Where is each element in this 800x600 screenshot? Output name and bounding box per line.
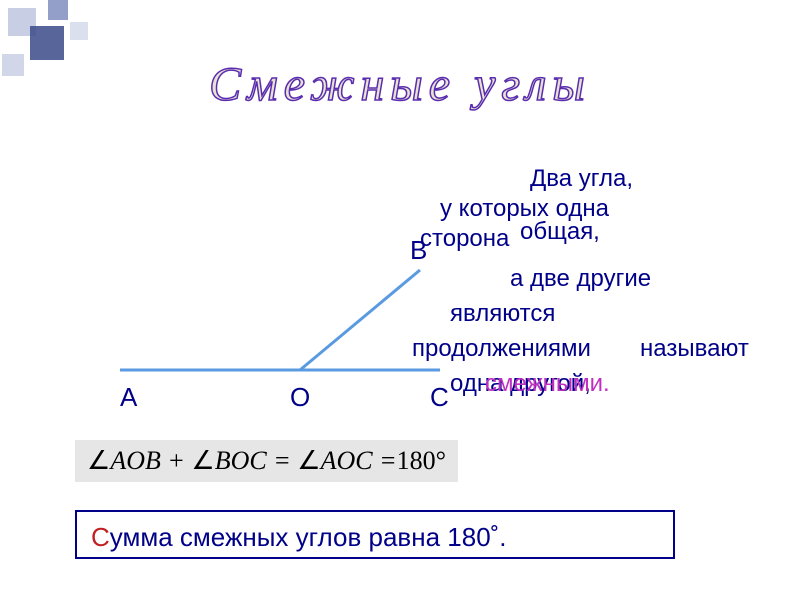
svg-text:Смежные углы: Смежные углы: [209, 58, 591, 111]
page-title: Смежные углы: [0, 45, 800, 130]
point-label-O: О: [290, 382, 310, 413]
angle-diagram: А О С В: [60, 200, 410, 400]
point-label-C: С: [430, 382, 449, 413]
point-label-A: А: [120, 382, 137, 413]
theorem-text: умма смежных углов равна 180˚.: [110, 522, 507, 552]
angle-formula: ∠AOB + ∠BOC = ∠AOC =180°: [75, 440, 458, 482]
theorem-box: Сумма смежных углов равна 180˚.: [75, 510, 675, 559]
theorem-prefix: С: [91, 522, 110, 552]
